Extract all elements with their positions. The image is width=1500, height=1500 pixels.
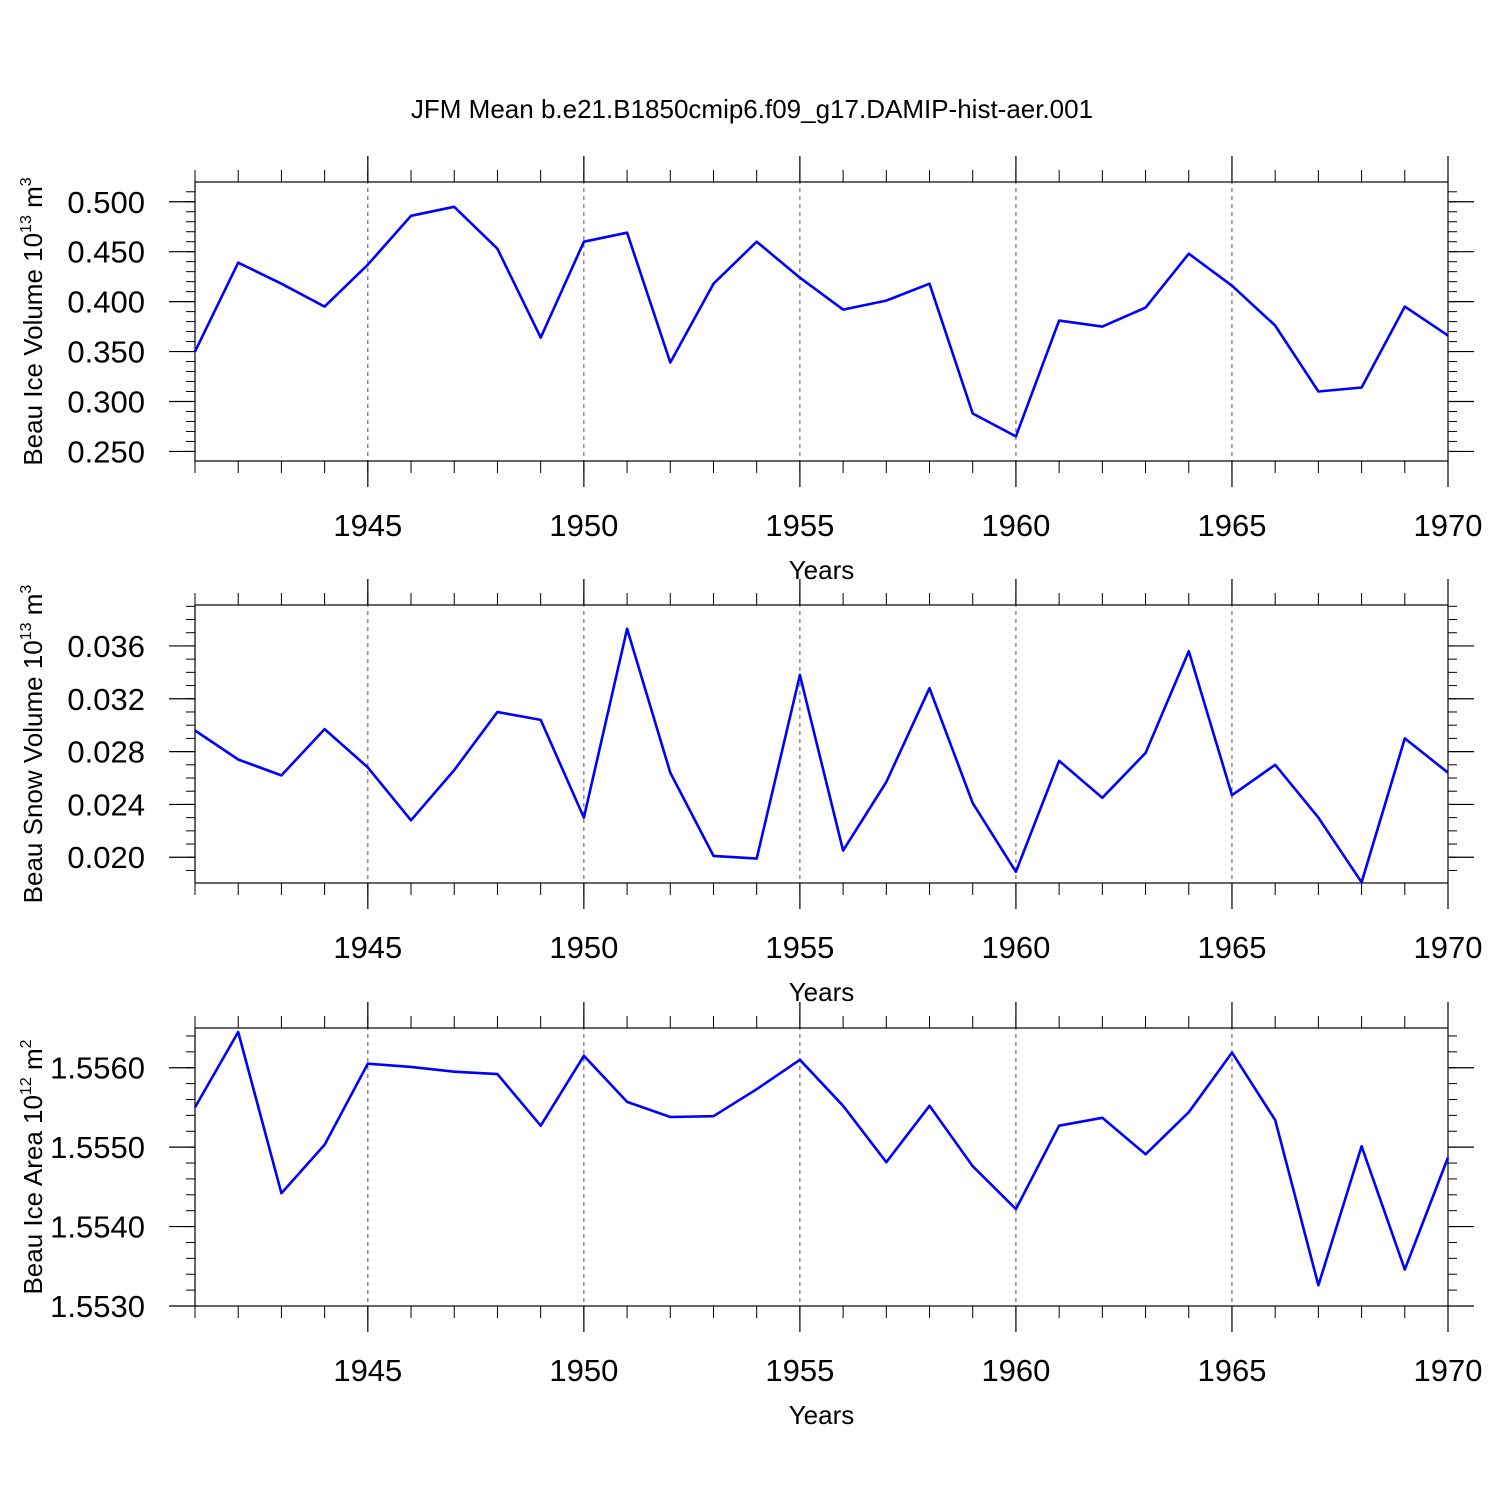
y-tick-label: 0.020 [67, 840, 145, 875]
y-tick-label: 1.5530 [50, 1289, 145, 1324]
y-tick-label: 0.036 [67, 629, 145, 664]
y-axis-label-text: Beau Ice Area 10 [18, 1095, 48, 1294]
series-line [193, 205, 1449, 438]
chart-panel-ice-area: 1.5530 1.5540 1.5550 1.5560 1945 1950 1955 1960… [18, 1002, 1482, 1430]
x-tick-label: 1950 [549, 1353, 618, 1388]
x-axis-label: Years [789, 555, 855, 585]
y-axis-label-unit: m [18, 594, 48, 623]
x-tick-label: 1945 [333, 508, 402, 543]
chart-panel-snow-volume: 0.020 0.024 0.028 0.032 0.036 1945 1950 1955 196… [18, 579, 1482, 1007]
x-tick-label: 1965 [1197, 1353, 1266, 1388]
x-tick-label: 1945 [333, 1353, 402, 1388]
x-tick-label: 1955 [765, 1353, 834, 1388]
y-axis-label: Beau Ice Area 1012 m2 [18, 1039, 48, 1294]
y-tick-label: 1.5550 [50, 1130, 145, 1165]
y-tick-label: 0.400 [67, 285, 145, 320]
y-tick-label: 1.5560 [50, 1051, 145, 1086]
x-tick-label: 1960 [981, 508, 1050, 543]
figure-title: JFM Mean b.e21.B1850cmip6.f09_g17.DAMIP-… [411, 94, 1093, 124]
y-tick-label: 0.450 [67, 235, 145, 270]
x-tick-label: 1965 [1197, 508, 1266, 543]
x-tick-label: 1960 [981, 930, 1050, 965]
y-tick-label: 0.028 [67, 735, 145, 770]
x-tick-label: 1965 [1197, 930, 1266, 965]
plot-frame [194, 604, 1449, 884]
y-tick-label: 0.500 [67, 185, 145, 220]
y-axis-label-exponent: 12 [18, 1077, 35, 1095]
plot-frame [194, 1027, 1449, 1307]
y-axis-label: Beau Snow Volume 1013 m3 [18, 585, 48, 904]
x-tick-label: 1955 [765, 930, 834, 965]
y-axis-label: Beau Ice Volume 1013 m3 [18, 177, 48, 465]
x-tick-label: 1970 [1414, 508, 1483, 543]
chart-panel-ice-volume: 0.250 0.300 0.350 0.400 0.450 0.500 1945 1950 19… [18, 156, 1482, 585]
x-tick-label: 1945 [333, 930, 402, 965]
y-axis-label-unit-exponent: 2 [18, 1039, 35, 1048]
x-axis-label: Years [789, 1400, 855, 1430]
x-tick-label: 1960 [981, 1353, 1050, 1388]
x-tick-label: 1955 [765, 508, 834, 543]
y-tick-label: 1.5540 [50, 1210, 145, 1245]
x-tick-label: 1970 [1414, 1353, 1483, 1388]
y-axis-label-unit-exponent: 3 [18, 585, 35, 594]
x-tick-label: 1950 [549, 508, 618, 543]
y-tick-label: 0.250 [67, 434, 145, 469]
y-axis-label-text: Beau Ice Volume 10 [18, 233, 48, 466]
y-axis-label-unit: m [18, 186, 48, 215]
y-tick-label: 0.350 [67, 335, 145, 370]
x-axis-label: Years [789, 977, 855, 1007]
series-line [194, 627, 1449, 884]
y-axis-label-exponent: 13 [18, 215, 35, 233]
x-tick-label: 1970 [1414, 930, 1483, 965]
y-axis-label-unit: m [18, 1048, 48, 1077]
series-line [193, 1030, 1450, 1287]
y-tick-label: 0.300 [67, 384, 145, 419]
y-axis-label-exponent: 13 [18, 622, 35, 640]
x-tick-label: 1950 [549, 930, 618, 965]
y-axis-label-text: Beau Snow Volume 10 [18, 640, 48, 903]
y-tick-label: 0.024 [67, 787, 145, 822]
y-axis-label-unit-exponent: 3 [18, 177, 35, 186]
y-tick-label: 0.032 [67, 682, 145, 717]
